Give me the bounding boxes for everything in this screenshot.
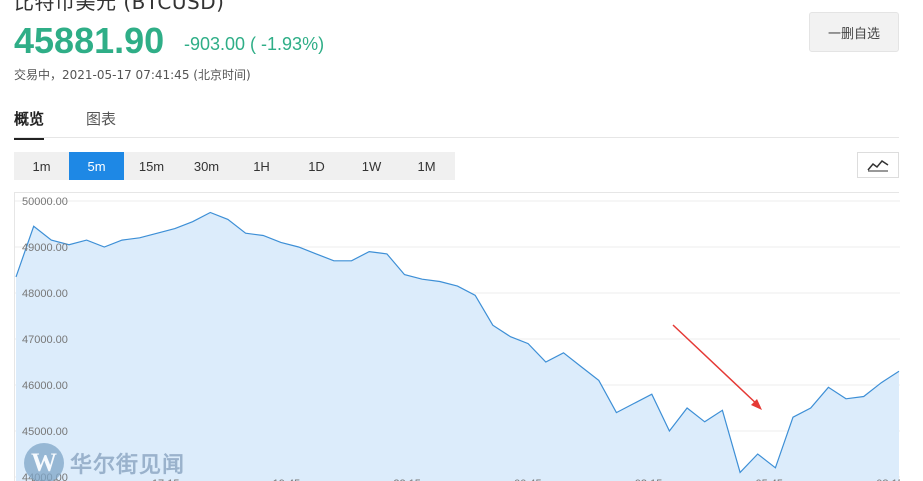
x-tick-label: 19:45: [273, 478, 301, 481]
period-1mo[interactable]: 1M: [417, 158, 436, 174]
period-1m[interactable]: 1m: [32, 158, 51, 174]
period-selector: 1m 5m 15m 30m 1H 1D 1W 1M: [14, 152, 455, 180]
period-1w[interactable]: 1W: [361, 158, 382, 174]
watermark: W 华尔街见闻: [24, 443, 185, 481]
y-tick-label: 46000.00: [22, 380, 68, 392]
chart-type-button[interactable]: [857, 152, 899, 178]
y-tick-label: 47000.00: [22, 334, 68, 346]
y-tick-label: 50000.00: [22, 196, 68, 208]
tab-overview[interactable]: 概览: [14, 108, 45, 140]
annotation-arrow-line: [672, 324, 761, 408]
y-tick-label: 48000.00: [22, 288, 68, 300]
tab-chart[interactable]: 图表: [86, 110, 117, 128]
period-1h[interactable]: 1H: [253, 158, 270, 174]
x-tick-label: 22:15: [393, 478, 421, 481]
remove-watchlist-button[interactable]: 一删自选: [809, 12, 899, 52]
x-tick-label: 17:15: [152, 478, 180, 481]
instrument-title: 比特币美元 (BTCUSD): [14, 0, 225, 14]
tab-bar: 概览 图表: [14, 104, 899, 140]
period-15m[interactable]: 15m: [138, 158, 165, 174]
last-price: 45881.90: [14, 20, 165, 61]
x-tick-label: 03:15: [635, 478, 663, 481]
trading-status: 交易中，2021-05-17 07:41:45 (北京时间): [14, 68, 251, 82]
watermark-logo: W: [24, 443, 64, 481]
line-chart-icon: [867, 160, 889, 172]
price-chart: 50000.00 49000.00 48000.00 47000.00 46000.00…: [14, 192, 900, 481]
period-1d[interactable]: 1D: [308, 158, 325, 174]
period-5m[interactable]: 5m: [69, 152, 124, 180]
price-area: [16, 212, 899, 481]
annotation-arrow-head: [751, 399, 762, 410]
y-tick-label: 45000.00: [22, 426, 68, 438]
chart-svg: 50000.00 49000.00 48000.00 47000.00 46000.00…: [15, 196, 900, 481]
x-tick-label: 08:15: [876, 478, 900, 481]
x-tick-label: 00:45: [514, 478, 542, 481]
price-line: [15, 211, 900, 474]
y-tick-label: 49000.00: [22, 242, 68, 254]
watermark-text: 华尔街见闻: [70, 453, 186, 478]
price-change: -903.00 ( -1.93%): [184, 34, 325, 54]
period-30m[interactable]: 30m: [193, 158, 220, 174]
x-tick-label: 05:45: [756, 478, 784, 481]
